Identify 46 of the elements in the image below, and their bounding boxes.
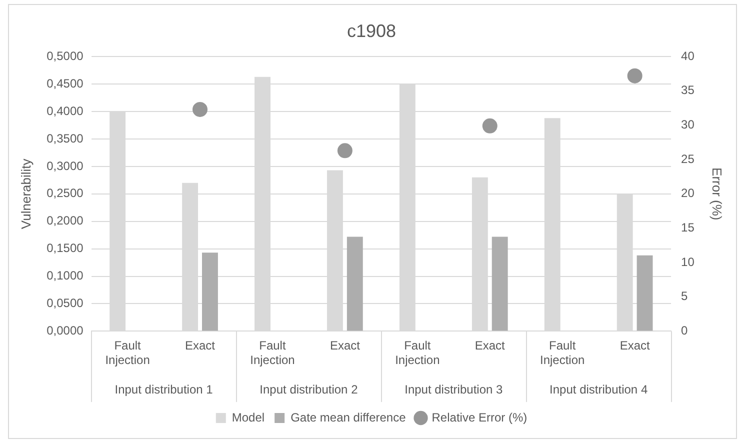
y2-axis-title: Error (%): [710, 168, 725, 220]
bar: [202, 252, 218, 331]
y-axis-title: Vulnerability: [18, 158, 34, 230]
point: [627, 68, 642, 84]
y-tick-label: 0,0000: [46, 324, 84, 338]
bar: [492, 236, 508, 331]
chart-title: c1908: [346, 20, 396, 41]
x-tick-label: Fault Injection: [105, 338, 150, 368]
y-tick-label: 0,1000: [46, 268, 84, 283]
y2-tick-label: 35: [681, 83, 695, 98]
legend-label: Relative Error (%): [432, 410, 528, 424]
y2-tick-label: 25: [681, 152, 695, 166]
x-tick-label: Fault Injection: [250, 338, 295, 368]
y-tick-label: 0,2500: [46, 186, 84, 200]
y2-tick-label: 0: [681, 324, 688, 338]
y2-tick-label: 20: [681, 186, 695, 200]
x-tick-label: Exact: [474, 338, 506, 353]
bar: [636, 255, 653, 331]
text: Input distribution 2: [260, 382, 358, 396]
y2-tick-label: 10: [681, 254, 695, 269]
y-tick-label: 0,2000: [46, 214, 84, 228]
x-tick-label: Exact: [620, 338, 650, 353]
y2-tick-label: 5: [681, 289, 688, 304]
y2-tick-label: 30: [681, 118, 695, 132]
point: [192, 102, 208, 117]
x-tick-label: Exact: [185, 338, 216, 353]
legend-label: Model: [232, 410, 265, 424]
point: [337, 143, 352, 158]
y-tick-label: 0,4000: [46, 104, 84, 118]
legend-label: Gate mean difference: [290, 410, 406, 424]
x-tick-label: Fault Injection: [395, 338, 440, 368]
x-tick-label: Fault Injection: [540, 338, 585, 368]
y-tick-label: 0,3500: [46, 131, 84, 146]
y-tick-label: 0,0500: [46, 296, 84, 310]
y-tick-label: 0,3000: [46, 158, 84, 173]
point: [482, 118, 498, 134]
y2-tick-label: 15: [681, 220, 695, 235]
text: Input distribution 1: [114, 382, 214, 396]
bar: [346, 236, 363, 331]
y-tick-label: 0,5000: [46, 48, 84, 63]
x-tick-label: Exact: [330, 338, 361, 353]
text: Input distribution 4: [550, 382, 648, 396]
y-tick-label: 0,1500: [46, 241, 84, 256]
y-tick-label: 0,4500: [46, 76, 84, 90]
text: Input distribution 3: [404, 382, 504, 396]
y2-tick-label: 40: [681, 48, 695, 63]
